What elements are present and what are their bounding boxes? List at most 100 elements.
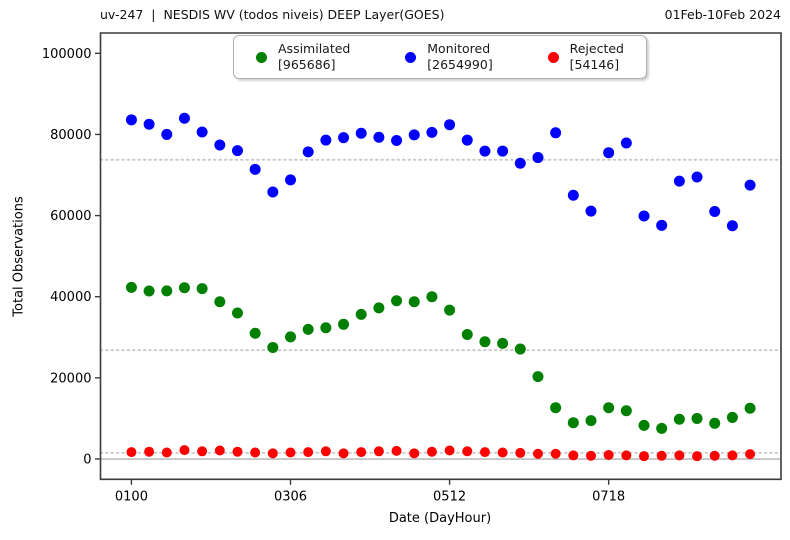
legend-label-assimilated: Assimilated [965686] (278, 41, 350, 74)
monitored-data-point (620, 137, 632, 149)
assimilated-data-point (391, 295, 403, 307)
monitored-data-point (479, 145, 491, 157)
monitored-data-point (391, 135, 403, 147)
assimilated-data-point (514, 343, 526, 355)
rejected-data-point (356, 447, 367, 458)
monitored-data-point (249, 163, 261, 175)
monitored-data-point (567, 189, 579, 201)
rejected-data-point (550, 448, 561, 459)
legend: Assimilated [965686] Monitored [2654990]… (233, 35, 647, 79)
assimilated-data-point (603, 402, 615, 414)
rejected-data-point (603, 449, 614, 460)
monitored-data-point (532, 152, 544, 164)
monitored-data-point (373, 131, 385, 143)
monitored-data-point (497, 145, 509, 157)
rejected-data-point (320, 446, 331, 457)
assimilated-data-point (231, 307, 243, 319)
monitored-data-point (143, 118, 155, 130)
rejected-data-point (656, 450, 667, 461)
rejected-data-point (532, 448, 543, 459)
assimilated-data-point (373, 302, 385, 314)
rejected-data-point (692, 451, 703, 462)
monitored-data-point (302, 146, 314, 158)
x-tick-label: 0306 (274, 489, 307, 504)
rejected-marker-icon (547, 51, 559, 63)
monitored-data-point (709, 206, 721, 218)
monitored-data-point (178, 112, 190, 124)
rejected-data-point (144, 446, 155, 457)
y-tick-label: 80000 (50, 128, 91, 143)
rejected-data-point (462, 446, 473, 457)
legend-series-total: [2654990] (427, 57, 493, 72)
monitored-data-point (744, 179, 756, 191)
assimilated-data-point (444, 304, 456, 316)
assimilated-data-point (691, 412, 703, 424)
legend-series-total: [965686] (278, 57, 336, 72)
y-tick-label: 20000 (50, 371, 91, 386)
assimilated-data-point (673, 413, 685, 425)
rejected-data-point (568, 450, 579, 461)
assimilated-data-point (497, 337, 509, 349)
rejected-data-point (727, 450, 738, 461)
rejected-data-point (621, 450, 632, 461)
y-tick-label: 100000 (42, 47, 92, 62)
monitored-data-point (285, 174, 297, 186)
monitored-data-point (320, 134, 332, 146)
monitored-data-point (726, 220, 738, 232)
rejected-data-point (391, 445, 402, 456)
rejected-data-point (214, 445, 225, 456)
monitored-data-point (656, 219, 668, 231)
legend-series-name: Monitored (427, 40, 491, 56)
assimilated-data-point (249, 327, 261, 339)
y-tick-label: 0 (83, 453, 91, 468)
assimilated-data-point (620, 405, 632, 417)
assimilated-data-point (178, 282, 190, 294)
assimilated-data-point (267, 341, 279, 353)
monitored-data-point (444, 119, 456, 131)
rejected-data-point (126, 447, 137, 458)
x-tick-label: 0718 (592, 489, 625, 504)
rejected-data-point (338, 448, 349, 459)
assimilated-data-point (355, 308, 367, 320)
rejected-data-point (444, 445, 455, 456)
rejected-data-point (303, 447, 314, 458)
assimilated-data-point (426, 291, 438, 303)
assimilated-data-point (196, 283, 208, 295)
monitored-data-point (603, 147, 615, 159)
assimilated-data-point (585, 415, 597, 427)
assimilated-data-point (302, 323, 314, 335)
rejected-data-point (161, 447, 172, 458)
legend-series-total: [54146] (569, 57, 620, 72)
assimilated-data-point (638, 419, 650, 431)
assimilated-data-point (461, 328, 473, 340)
axes-frame (99, 32, 782, 481)
monitored-data-point (673, 175, 685, 187)
rejected-data-point (232, 446, 243, 457)
rejected-data-point (515, 447, 526, 458)
rejected-data-point (479, 447, 490, 458)
monitored-data-point (125, 114, 137, 126)
chart-title-right: 01Feb-10Feb 2024 (664, 7, 781, 22)
rejected-data-point (179, 445, 190, 456)
rejected-data-point (639, 451, 650, 462)
assimilated-data-point (709, 417, 721, 429)
rejected-data-point (497, 447, 508, 458)
legend-item-rejected: Rejected [54146] (547, 41, 624, 74)
assimilated-data-point (550, 402, 562, 414)
rejected-data-point (426, 446, 437, 457)
assimilated-data-point (726, 411, 738, 423)
rejected-data-point (674, 450, 685, 461)
x-tick-label: 0512 (433, 489, 466, 504)
x-tick-label: 0100 (115, 489, 148, 504)
assimilated-data-point (744, 402, 756, 414)
assimilated-data-point (479, 336, 491, 348)
assimilated-data-point (125, 281, 137, 293)
rejected-data-point (409, 448, 420, 459)
legend-label-rejected: Rejected [54146] (570, 41, 624, 74)
assimilated-data-point (143, 285, 155, 297)
assimilated-marker-icon (256, 51, 267, 63)
monitored-data-point (585, 205, 597, 217)
chart-title-left: uv-247 | NESDIS WV (todos niveis) DEEP L… (100, 7, 445, 22)
